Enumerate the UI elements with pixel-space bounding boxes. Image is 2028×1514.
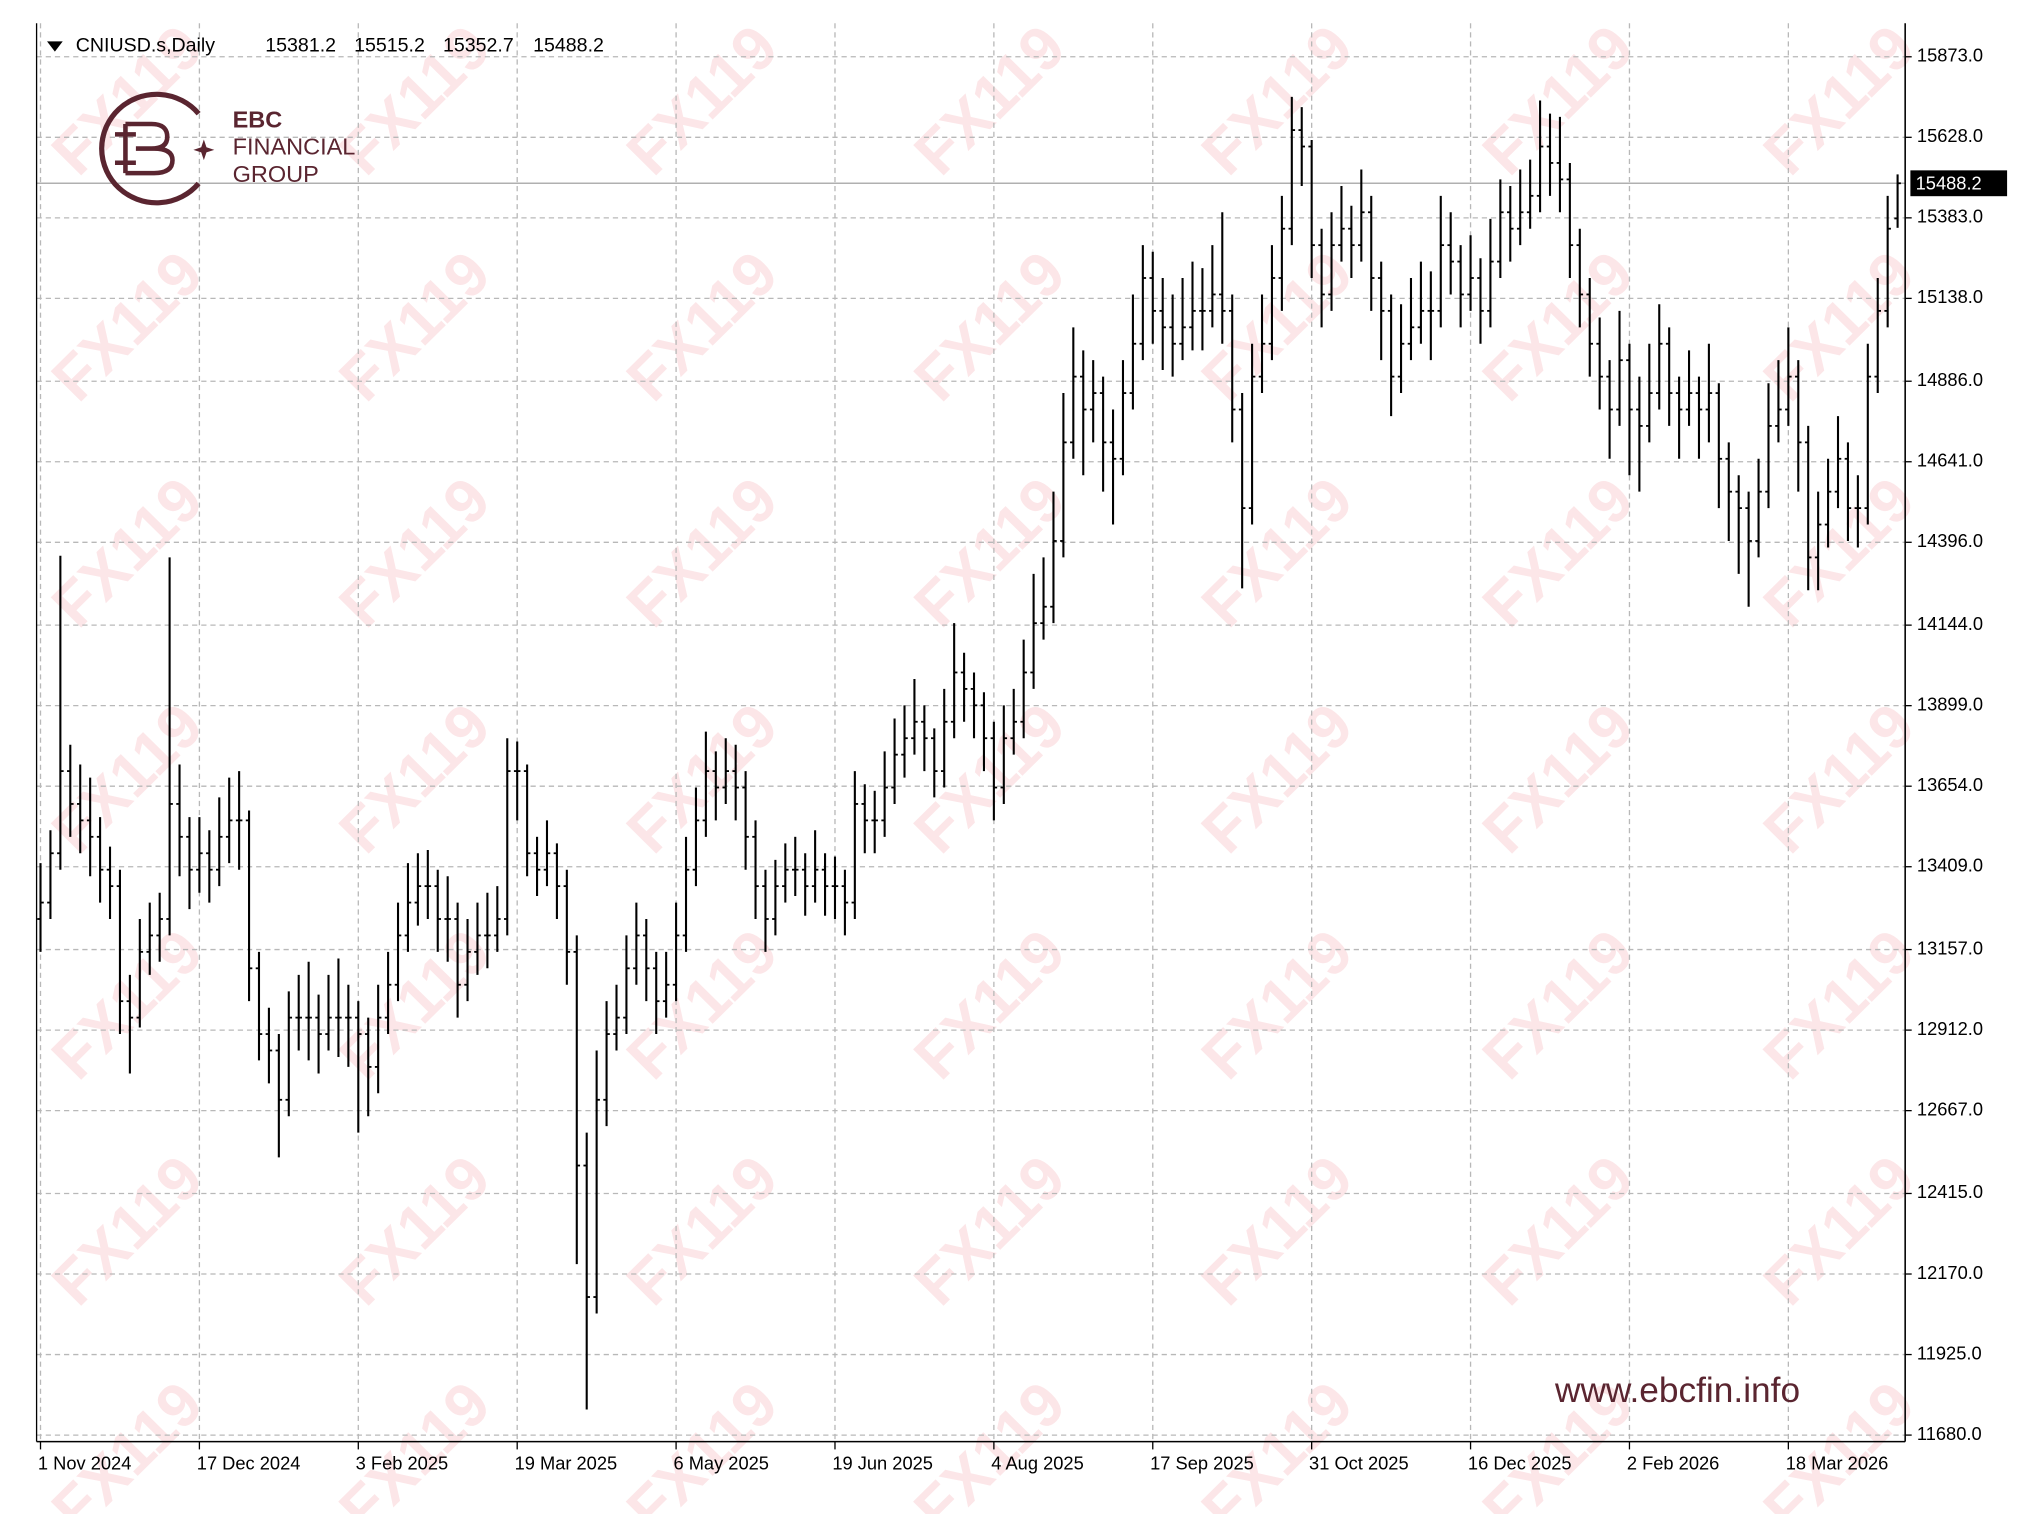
y-tick-label: 12170.0 [1917, 1263, 1983, 1283]
logo-mark [114, 121, 175, 176]
y-tick-label: 12912.0 [1917, 1019, 1983, 1039]
y-tick-label: 15138.0 [1917, 287, 1983, 307]
logo: EBC FINANCIAL GROUP [99, 91, 356, 206]
x-tick-label: 4 Aug 2025 [991, 1454, 1083, 1474]
logo-line: GROUP [233, 161, 319, 187]
y-tick-label: 15383.0 [1917, 207, 1983, 227]
y-tick-label: 12667.0 [1917, 1100, 1983, 1120]
x-tick-label: 18 Mar 2026 [1786, 1454, 1889, 1474]
close-value: 15488.2 [533, 35, 604, 57]
x-tick-label: 17 Dec 2024 [197, 1454, 301, 1474]
axes: 11680.0 11925.0 12170.0 12415.0 12667.0 12912… [35, 23, 2008, 1474]
y-tick-label: 13157.0 [1917, 938, 1983, 958]
x-tick-label: 19 Mar 2025 [515, 1454, 618, 1474]
dropdown-arrow [47, 41, 63, 52]
y-tick-label: 13899.0 [1917, 695, 1983, 715]
x-tick-label: 3 Feb 2025 [356, 1454, 448, 1474]
open-value: 15381.2 [265, 35, 336, 57]
high-value: 15515.2 [354, 35, 425, 57]
bars [37, 96, 1901, 1410]
y-tick-label: 14641.0 [1917, 451, 1983, 471]
x-tick-label: 16 Dec 2025 [1468, 1454, 1572, 1474]
y-tick-label: 14396.0 [1917, 531, 1983, 551]
x-tick-label: 17 Sep 2025 [1150, 1454, 1254, 1474]
price-label: 15488.2 [1916, 173, 1982, 193]
symbol: CNIUSD.s,Daily [76, 35, 216, 57]
logo-ring [99, 91, 201, 206]
x-tick-label: 6 May 2025 [673, 1454, 769, 1474]
y-tick-label: 14144.0 [1917, 614, 1983, 634]
y-tick-label: 14886.0 [1917, 370, 1983, 390]
y-tick-label: 15873.0 [1917, 46, 1983, 66]
logo-line: EBC [233, 107, 283, 133]
logo-star [193, 139, 215, 161]
logo-line: FINANCIAL [233, 134, 356, 160]
y-tick-label: 13409.0 [1917, 856, 1983, 876]
website: www.ebcfin.info [1554, 1371, 1800, 1410]
price-label-box [1910, 170, 2008, 197]
x-tick-label: 31 Oct 2025 [1309, 1454, 1409, 1474]
x-tick-label: 2 Feb 2026 [1627, 1454, 1719, 1474]
header: CNIUSD.s,Daily 15381.2 15515.2 15352.7 1… [47, 35, 604, 57]
y-tick-label: 11680.0 [1917, 1424, 1982, 1444]
y-tick-label: 12415.0 [1917, 1182, 1983, 1202]
x-tick-label: 19 Jun 2025 [832, 1454, 933, 1474]
y-tick-label: 11925.0 [1917, 1343, 1982, 1363]
y-tick-label: 15628.0 [1917, 126, 1983, 146]
y-tick-label: 13654.0 [1917, 775, 1983, 795]
low-value: 15352.7 [443, 35, 514, 57]
x-tick-label: 1 Nov 2024 [38, 1454, 131, 1474]
